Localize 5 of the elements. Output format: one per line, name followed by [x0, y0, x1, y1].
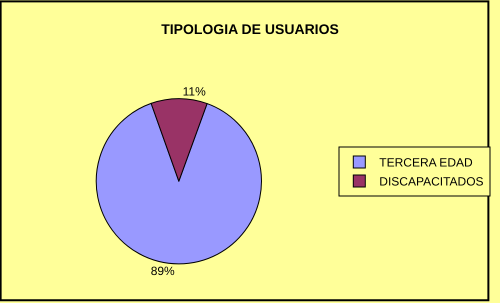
data-label: 11% [182, 84, 206, 99]
chart-title: TIPOLOGIA DE USUARIOS [161, 21, 339, 38]
legend-label: DISCAPACITADOS [379, 174, 484, 189]
legend-label: TERCERA EDAD [379, 156, 473, 170]
data-label: 89% [150, 264, 176, 278]
